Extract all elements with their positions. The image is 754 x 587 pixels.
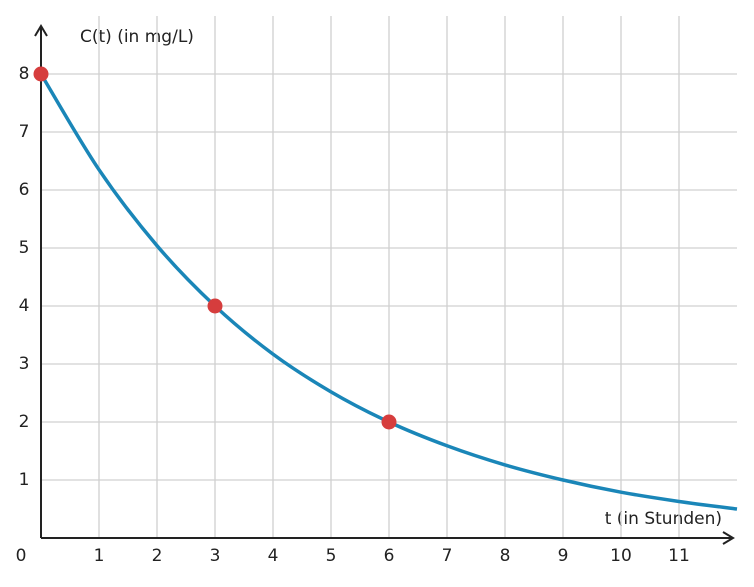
x-tick-label: 3 [210,546,221,566]
y-tick-label: 6 [19,180,30,200]
point [381,414,397,430]
y-tick-label: 4 [19,296,30,316]
x-tick-label: 11 [668,546,690,566]
x-tick-label: 0 [16,546,27,566]
y-tick-label: 8 [19,64,30,84]
x-axis-label: t (in Stunden) [605,509,722,529]
x-tick-label: 6 [384,546,395,566]
y-tick-label: 3 [19,354,30,374]
point [33,66,49,82]
x-tick-label: 1 [94,546,105,566]
y-tick-label: 2 [19,412,30,432]
y-tick-label: 1 [19,470,30,490]
y-tick-label: 7 [19,122,30,142]
point [207,298,223,314]
x-tick-label: 8 [500,546,511,566]
x-tick-label: 10 [610,546,632,566]
curve [39,73,738,511]
x-tick-label: 2 [152,546,163,566]
x-tick-label: 5 [326,546,337,566]
y-axis-arrow [34,24,48,37]
x-tick-label: 7 [442,546,453,566]
y-tick-label: 5 [19,238,30,258]
x-tick-label: 9 [558,546,569,566]
y-axis-label: C(t) (in mg/L) [80,27,194,47]
x-tick-label: 4 [268,546,279,566]
x-axis-arrow [722,531,735,545]
